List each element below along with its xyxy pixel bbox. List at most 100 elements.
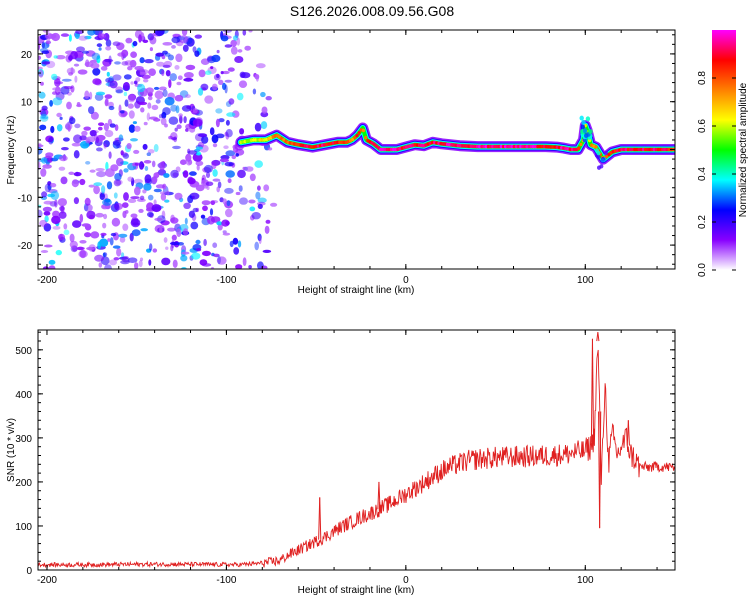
noise-blob [52,97,63,106]
noise-blob [265,96,272,101]
noise-blob [43,223,52,232]
noise-blob [73,63,80,67]
noise-blob [184,94,191,99]
noise-blob [176,228,182,237]
noise-blob [128,124,136,133]
snr-frame [37,329,676,571]
noise-blob [215,118,220,128]
noise-blob [139,71,147,76]
noise-blob [162,50,168,55]
noise-blob [203,164,213,173]
noise-blob [242,166,246,171]
track-burst [597,165,601,170]
noise-blob [225,129,233,138]
colorbar-ticks: 0.0 0.2 0.4 0.6 0.8 [697,71,736,277]
snr-spike [597,332,600,342]
noise-blob [100,66,108,71]
noise-blob [204,95,214,104]
noise-blob [222,232,231,236]
noise-blob [84,90,90,99]
noise-blob [172,259,178,268]
noise-blob [114,61,121,65]
noise-blob [236,92,244,101]
noise-blob [192,153,203,162]
noise-blob [223,30,232,33]
noise-blob [108,105,115,111]
noise-blob [188,210,195,218]
noise-blob [216,49,220,54]
noise-blob [249,173,256,182]
noise-blob [79,213,84,223]
noise-blob [229,240,234,248]
noise-blob [147,211,154,218]
noise-blob [45,40,52,45]
noise-blob [262,249,272,253]
noise-blob [248,265,252,269]
noise-blob [163,173,170,178]
noise-blob [56,124,63,132]
noise-blob [168,135,173,140]
noise-blob [224,161,234,167]
y-tick-label: 20 [21,50,33,61]
noise-blob [149,36,157,45]
noise-blob [161,210,166,219]
noise-blob [183,116,187,124]
snr-spike [591,338,595,443]
noise-blob [162,42,173,46]
noise-blob [96,147,103,152]
noise-blob [50,183,57,188]
spectrogram-noise [38,30,278,269]
noise-blob [184,217,188,225]
noise-blob [184,72,194,79]
noise-blob [257,233,262,242]
noise-blob [216,221,223,226]
noise-blob [102,222,107,229]
noise-blob [132,40,138,47]
noise-blob [105,46,112,51]
track-cell [527,144,531,149]
track-cell [516,144,521,149]
noise-blob [112,74,122,81]
noise-blob [148,68,157,76]
noise-blob [89,59,99,64]
colorbar-gradient [712,30,736,270]
noise-blob [96,43,103,48]
noise-blob [57,198,67,207]
noise-blob [38,144,44,148]
noise-blob [164,199,170,203]
noise-blob [113,179,122,187]
snr-series [38,332,675,569]
noise-blob [254,241,259,251]
noise-blob [138,260,143,268]
noise-blob [69,233,75,243]
track-cell [351,137,355,142]
noise-blob [230,39,237,47]
noise-blob [128,110,135,119]
noise-blob [159,86,167,91]
noise-blob [182,44,189,52]
track-cell [504,144,508,149]
noise-blob [143,160,152,164]
noise-blob [123,168,129,173]
track-cell [641,147,646,152]
noise-blob [180,159,187,165]
noise-blob [209,127,215,136]
track-cell [633,147,637,152]
snr-plot-area [38,330,675,570]
y-tick-label: 500 [15,346,32,357]
noise-blob [211,54,221,63]
noise-blob [51,215,61,225]
noise-blob [132,121,137,125]
noise-blob [67,124,71,132]
noise-blob [147,194,154,201]
noise-blob [190,221,199,230]
noise-blob [83,126,91,131]
track-cell [355,133,359,138]
noise-blob [98,30,103,38]
snr-spike [599,411,602,529]
track-cell [357,131,361,135]
track-cell [379,147,383,152]
noise-blob [130,51,138,58]
noise-blob [127,103,134,109]
